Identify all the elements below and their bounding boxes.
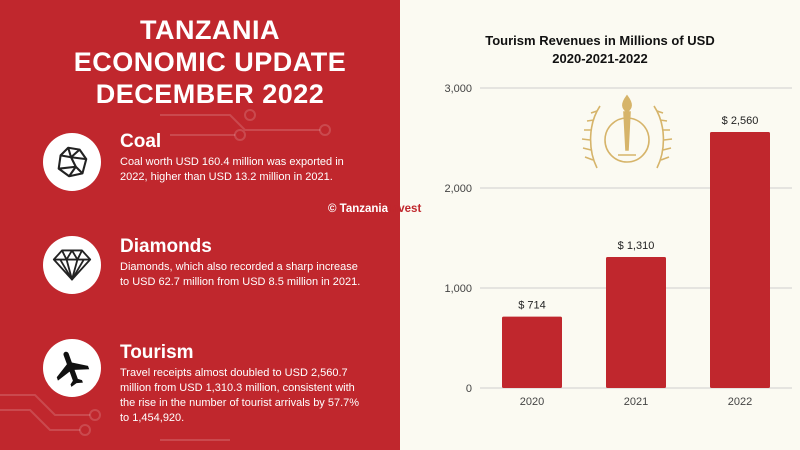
coal-title: Coal: [120, 131, 162, 152]
headline-line-3: DECEMBER 2022: [95, 79, 325, 109]
diamonds-text: Diamonds, which also recorded a sharp in…: [120, 261, 361, 288]
chart-title-line-1: Tourism Revenues in Millions of USD: [485, 33, 715, 48]
x-tick-label: 2022: [728, 396, 752, 408]
chart-title: Tourism Revenues in Millions of USD 2020…: [400, 32, 800, 68]
y-tick-label: 1,000: [444, 283, 472, 295]
chart-title-line-2: 2020-2021-2022: [552, 51, 648, 66]
coal-rock-icon: [57, 146, 88, 178]
watermark: © TanzaniaInvest: [328, 203, 421, 215]
y-tick-label: 3,000: [444, 83, 472, 95]
data-label: $ 1,310: [618, 240, 655, 252]
coal-text: Coal worth USD 160.4 million was exporte…: [120, 156, 344, 183]
bar: [710, 132, 770, 388]
headline-line-2: ECONOMIC UPDATE: [73, 47, 347, 77]
circuit-decoration: [0, 109, 331, 441]
diamond-icon-circle: [43, 236, 101, 294]
headline-line-1: TANZANIA: [140, 15, 280, 45]
tourism-revenue-chart: 0 1,000 2,000 3,000 $ 714 2020 $ 1,310 2021 $ 2,…: [444, 83, 792, 408]
info-panel: TANZANIA ECONOMIC UPDATE DECEMBER 2022 C…: [0, 0, 400, 450]
x-tick-label: 2021: [624, 396, 648, 408]
watermark-right: Invest: [388, 203, 422, 215]
tourism-text: Travel receipts almost doubled to USD 2,…: [120, 367, 360, 424]
diamonds-title: Diamonds: [120, 236, 212, 257]
x-tick-label: 2020: [520, 396, 544, 408]
watermark-left: © Tanzania: [328, 203, 389, 215]
data-label: $ 2,560: [722, 115, 759, 127]
y-tick-label: 2,000: [444, 183, 472, 195]
data-label: $ 714: [518, 300, 546, 312]
diamond-icon: [52, 249, 92, 281]
bar: [502, 316, 562, 388]
bank-emblem-logo: [581, 94, 673, 169]
y-tick-label: 0: [466, 383, 472, 395]
airplane-icon-circle: [43, 339, 101, 397]
headline: TANZANIA ECONOMIC UPDATE DECEMBER 2022: [0, 14, 400, 110]
coal-icon-circle: [43, 133, 101, 191]
bar: [606, 257, 666, 388]
airplane-icon: [56, 351, 90, 387]
tourism-title: Tourism: [120, 342, 194, 363]
